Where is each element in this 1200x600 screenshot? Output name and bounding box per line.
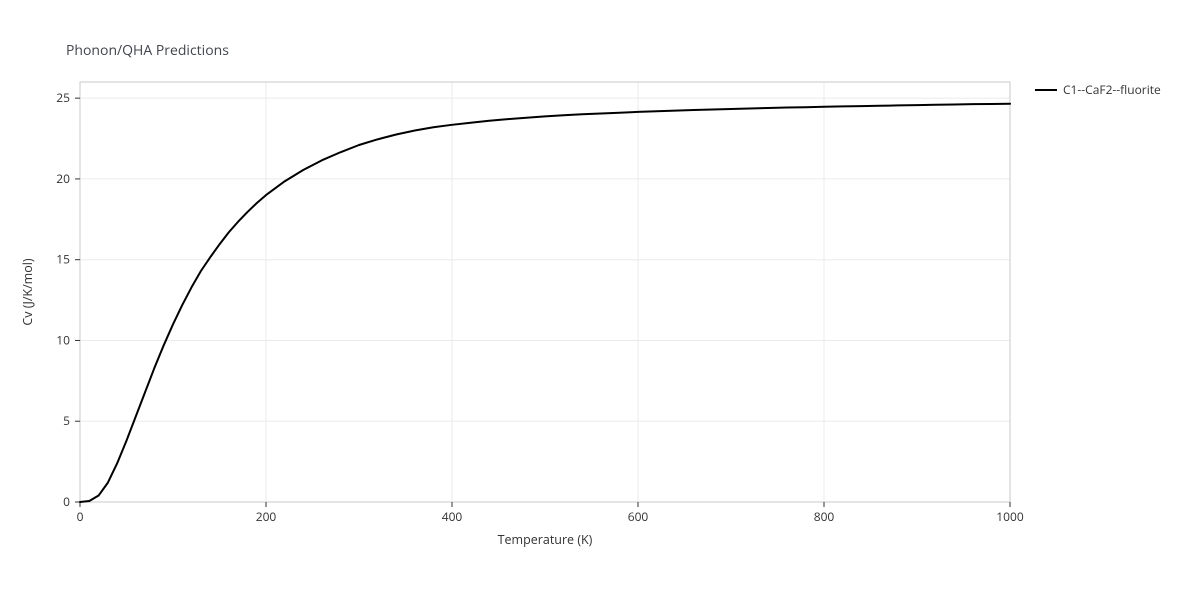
chart-container: Phonon/QHA Predictions 02004006008001000… xyxy=(0,0,1200,600)
x-tick-label: 1000 xyxy=(996,508,1024,525)
x-tick-label: 600 xyxy=(628,508,649,525)
y-tick-label: 10 xyxy=(56,331,70,348)
series-line xyxy=(80,104,1010,502)
y-tick-label: 5 xyxy=(63,412,70,429)
plot-border xyxy=(80,82,1010,502)
x-tick-label: 400 xyxy=(442,508,463,525)
x-tick-label: 0 xyxy=(77,508,84,525)
y-axis-label: Cv (J/K/mol) xyxy=(19,258,36,325)
x-axis-label: Temperature (K) xyxy=(498,531,593,548)
y-tick-label: 20 xyxy=(56,170,70,187)
y-tick-label: 25 xyxy=(56,89,70,106)
chart-svg: 0 200 400 600 800 1000 0 5 10 15 20 25 Temperature (… xyxy=(0,0,1200,600)
x-tick-label: 800 xyxy=(814,508,835,525)
y-tick-label: 0 xyxy=(63,493,70,510)
legend-label: C1--CaF2--fluorite xyxy=(1063,81,1161,98)
y-tick-label: 15 xyxy=(56,251,70,268)
x-tick-label: 200 xyxy=(256,508,277,525)
